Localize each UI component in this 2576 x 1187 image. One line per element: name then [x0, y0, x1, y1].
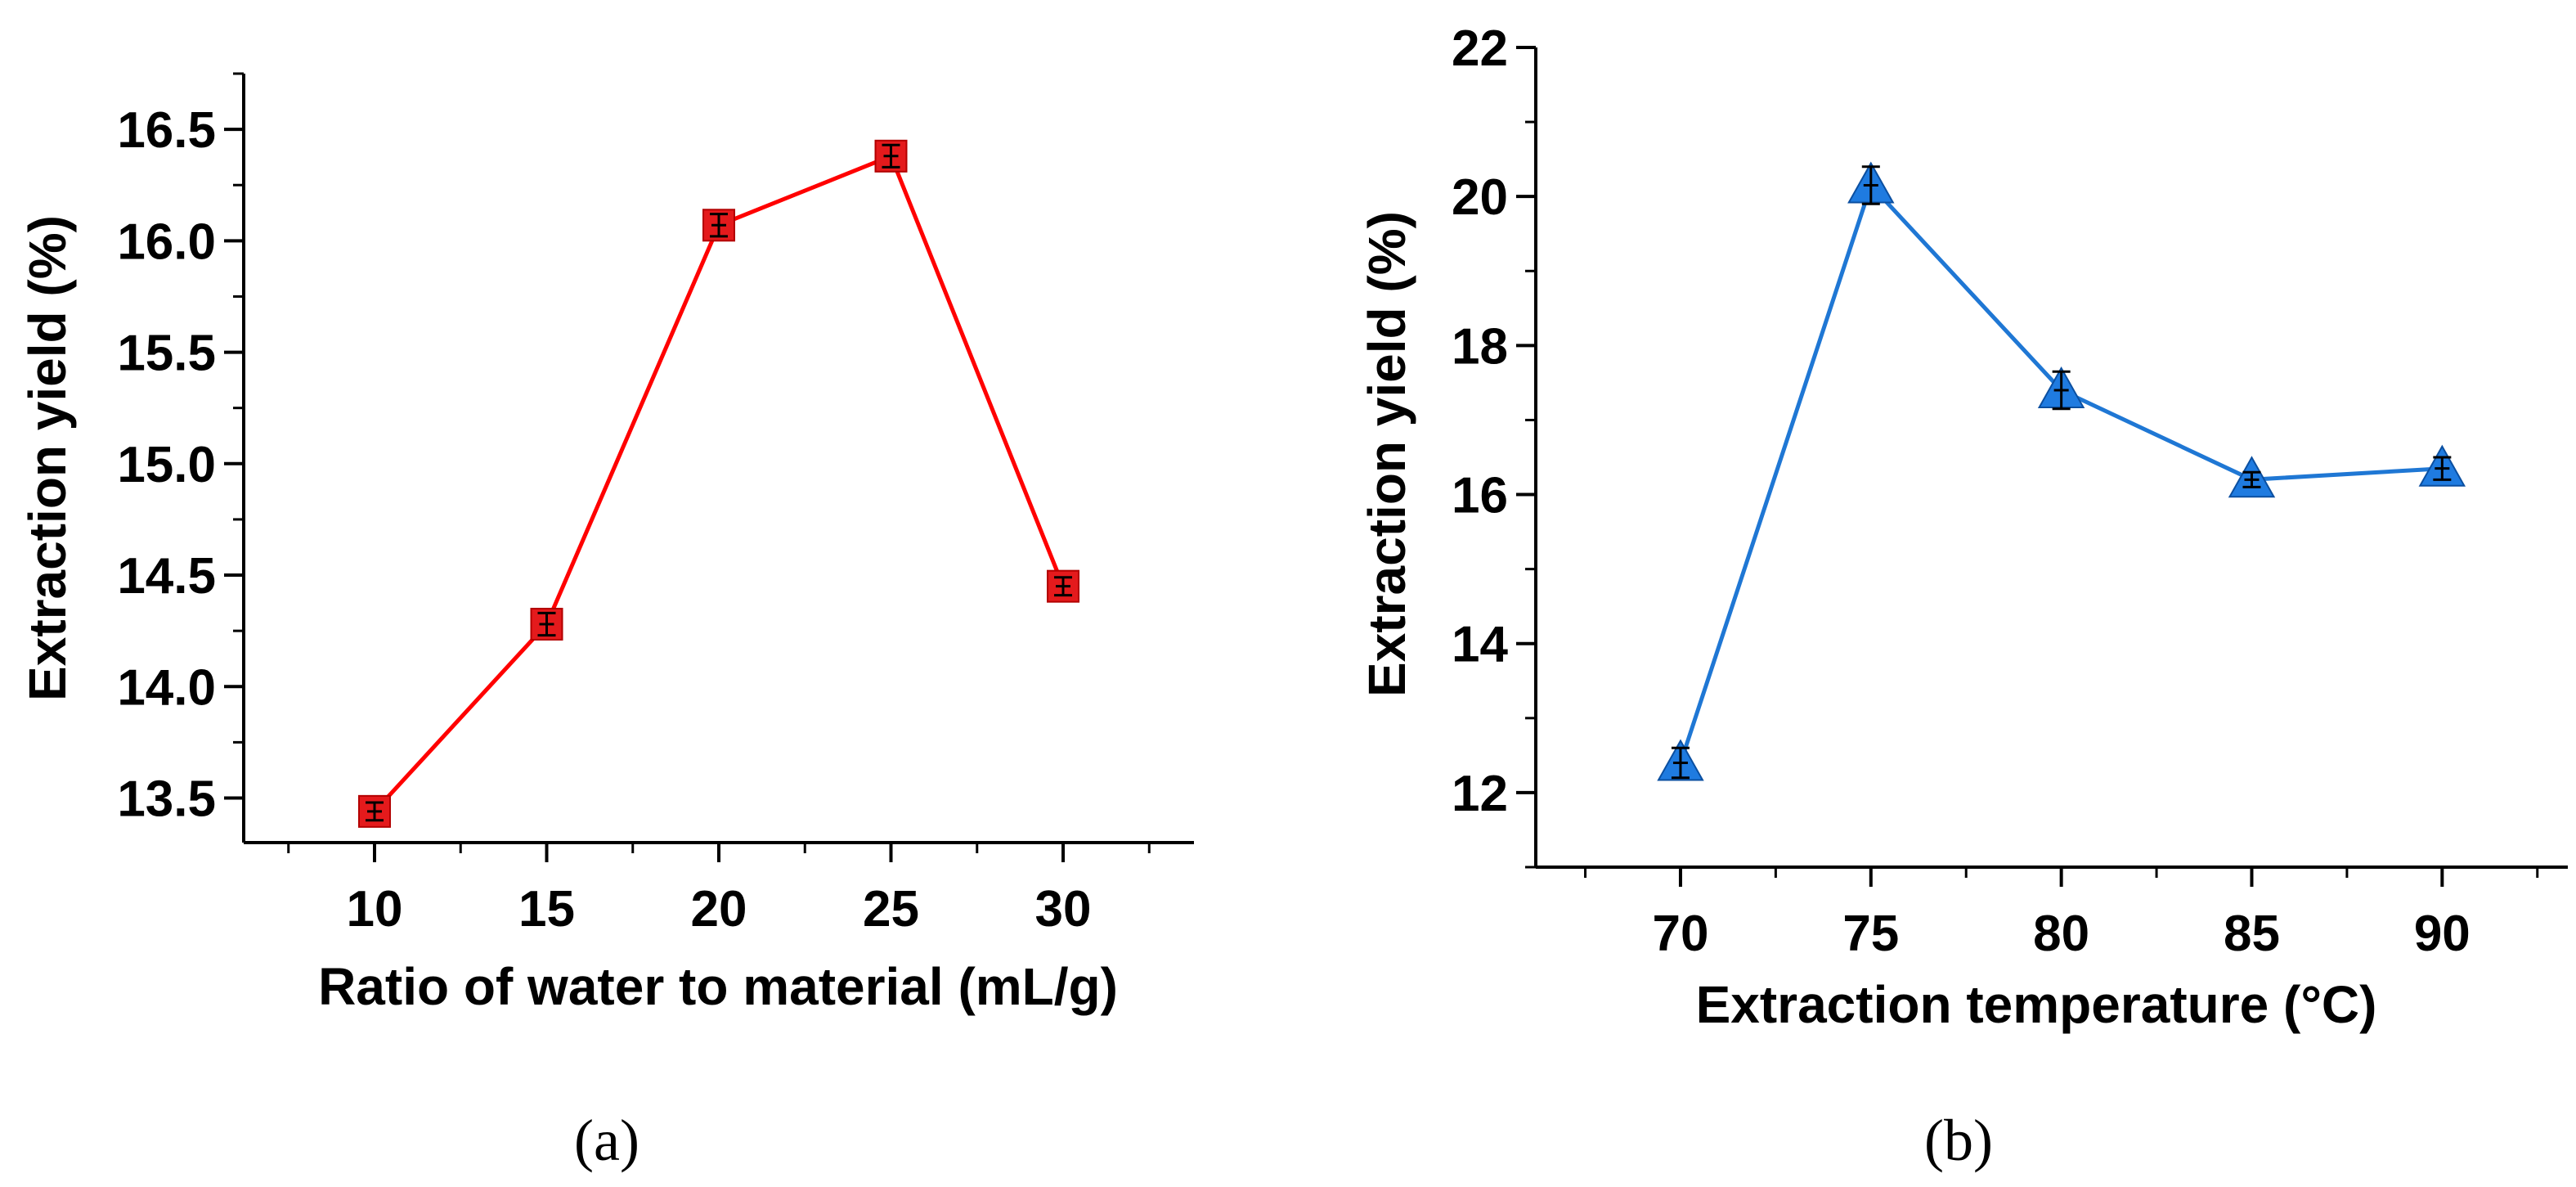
chart-b-data-point	[1847, 161, 1895, 205]
chart-a-data-point	[702, 209, 735, 242]
chart-a-data-point	[1047, 569, 1080, 603]
chart-a-xtick-label: 20	[691, 881, 747, 937]
chart-b-ytick-label: 12	[1452, 766, 1508, 822]
chart-a-ytick-label: 16.0	[117, 214, 216, 270]
chart-b-x-axis-label: Extraction temperature (°C)	[1696, 975, 2377, 1034]
chart-a-xtick-label: 10	[347, 881, 403, 937]
chart-a-data-point	[874, 139, 908, 173]
panel-a-label: (a)	[574, 1108, 640, 1173]
chart-b-series-line	[1678, 181, 2443, 764]
chart-b-xtick-label: 70	[1652, 906, 1708, 962]
panel-b-label: (b)	[1924, 1108, 1993, 1173]
chart-a-data-point	[357, 794, 391, 828]
chart-b-y-axis-label: Extraction yield (%)	[1358, 211, 1416, 697]
chart-a-xtick-label: 25	[863, 881, 919, 937]
chart-a-ytick-label: 14.0	[117, 659, 216, 716]
chart-b-ytick-label: 14	[1452, 617, 1508, 673]
chart-panel-a: 13.5 14.0 14.5 15.0 15.5 16.0 16.5 10 15…	[18, 72, 1194, 1173]
chart-a-y-axis-label: Extraction yield (%)	[18, 215, 77, 701]
chart-a-series-line	[373, 153, 1066, 813]
chart-a-xtick-label: 15	[518, 881, 575, 937]
chart-b-data-point	[2418, 444, 2466, 487]
chart-a-ytick-label: 14.5	[117, 548, 216, 605]
chart-a-minor-ticks	[233, 72, 1151, 853]
chart-a-ytick-label: 15.0	[117, 437, 216, 493]
chart-b-xtick-label: 80	[2033, 906, 2089, 962]
chart-b-minor-ticks	[1525, 120, 2539, 878]
chart-b-data-point	[1657, 739, 1704, 781]
chart-b-xtick-label: 75	[1842, 906, 1899, 962]
chart-a-xtick-label: 30	[1035, 881, 1092, 937]
chart-b-ytick-label: 20	[1452, 169, 1508, 226]
chart-b-ytick-label: 18	[1452, 318, 1508, 375]
chart-panel-b: 12 14 16 18 20 22 70 75 80 85 90 Extract…	[1358, 20, 2568, 1173]
chart-a-data-point	[530, 607, 563, 641]
chart-a-ytick-label: 16.5	[117, 102, 216, 159]
chart-a-ytick-label: 15.5	[117, 326, 216, 382]
chart-b-data-point	[2228, 456, 2276, 498]
chart-b-xtick-label: 90	[2414, 906, 2471, 962]
chart-b-ytick-label: 22	[1452, 20, 1508, 77]
chart-b-ytick-label: 16	[1452, 468, 1508, 524]
chart-a-ytick-label: 13.5	[117, 771, 216, 828]
chart-b-xtick-label: 85	[2224, 906, 2280, 962]
chart-a-x-axis-label: Ratio of water to material (mL/g)	[318, 957, 1118, 1016]
chart-b-data-point	[2037, 366, 2085, 411]
